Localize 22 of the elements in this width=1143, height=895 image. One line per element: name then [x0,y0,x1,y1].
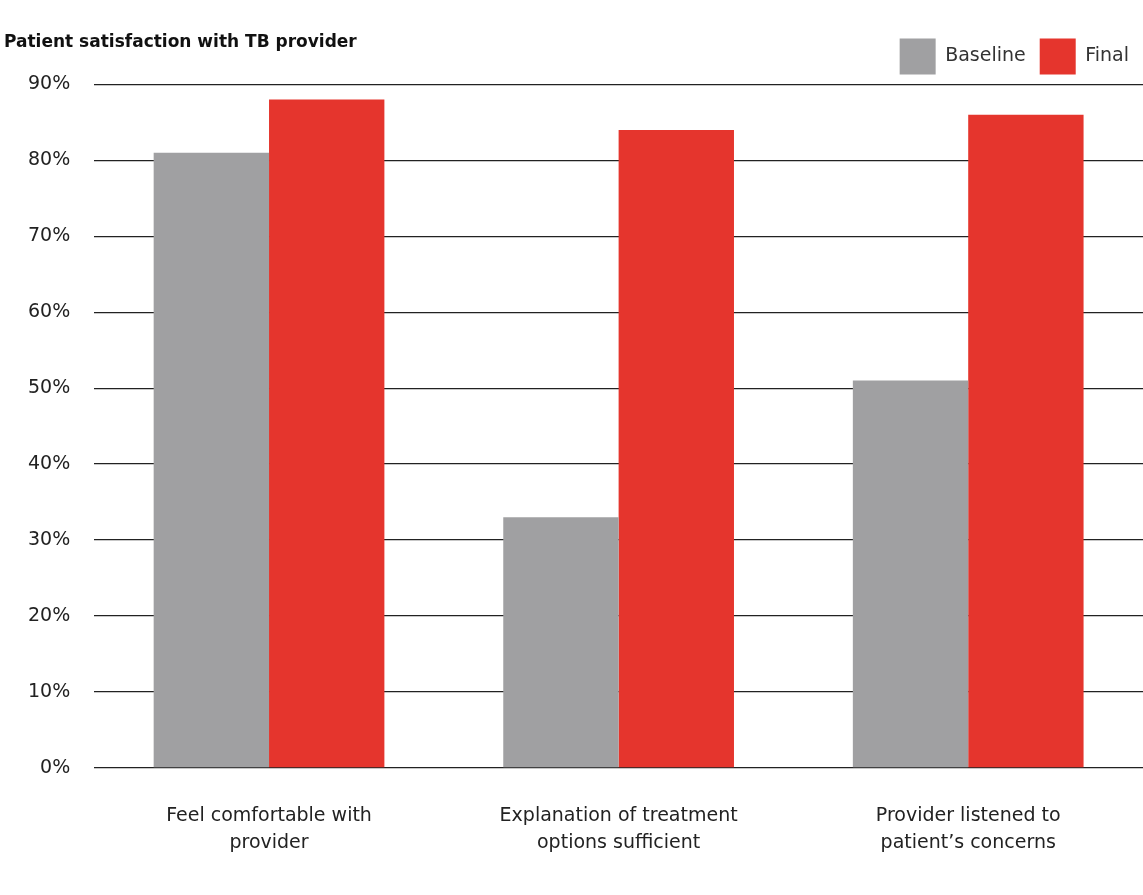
y-tick-label: 90% [28,71,71,94]
y-tick-label: 0% [40,754,71,777]
y-tick-label: 80% [28,147,71,170]
y-tick-label: 60% [28,299,71,322]
y-tick-label: 70% [28,223,71,246]
x-tick-label: Feel comfortable with provider [166,802,372,853]
bar [503,517,619,768]
y-tick-label: 20% [28,602,71,625]
legend-label: Final [1085,43,1130,66]
x-tick-label: Provider listened to patient’s concerns [875,802,1061,853]
y-tick-label: 40% [28,451,71,474]
x-tick-label: Explanation of treatment options sufficient [499,802,738,853]
y-tick-label: 10% [28,678,71,701]
bar [153,152,270,768]
bar [852,380,969,768]
y-tick-label: 30% [28,527,71,549]
chart-title: Patient satisfaction with TB provider [4,30,358,51]
bar [269,99,385,768]
legend-label: Baseline [945,43,1026,66]
bar [618,129,734,768]
bar [968,114,1084,768]
y-tick-label: 50% [28,375,71,398]
